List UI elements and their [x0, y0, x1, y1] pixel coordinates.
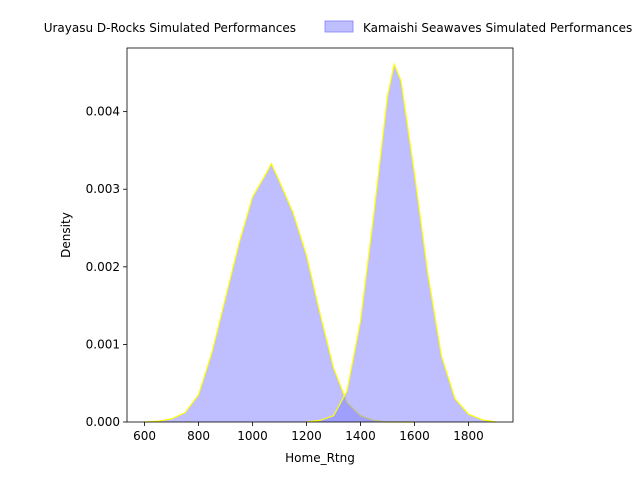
y-tick-label: 0.002 [86, 260, 120, 274]
legend-swatch-2 [324, 20, 354, 33]
legend-label-2: Kamaishi Seawaves Simulated Performances [363, 21, 632, 35]
x-tick-label: 1000 [237, 429, 268, 443]
y-axis-label: Density [59, 212, 73, 258]
x-tick-label: 1600 [399, 429, 430, 443]
y-tick-label: 0.000 [86, 415, 120, 429]
series-1-area [144, 163, 415, 422]
x-tick-label: 600 [133, 429, 156, 443]
axes-layer: 600 800 1000 1200 1400 1600 1800 0.000 0.001 0.00… [86, 47, 514, 443]
series-2-area [306, 64, 496, 423]
series-2-line [306, 62, 496, 423]
x-tick-label: 1400 [345, 429, 376, 443]
x-axis-label: Home_Rtng [285, 451, 355, 465]
legend-label-1: Urayasu D-Rocks Simulated Performances [44, 21, 296, 35]
x-tick-label: 800 [187, 429, 210, 443]
y-tick-label: 0.001 [86, 337, 120, 351]
x-tick-label: 1200 [291, 429, 322, 443]
x-tick-label: 1800 [453, 429, 484, 443]
plot-frame [126, 47, 514, 423]
y-tick-label: 0.004 [86, 105, 120, 119]
series-layer [144, 62, 496, 423]
y-tick-label: 0.003 [86, 182, 120, 196]
legend: Urayasu D-Rocks Simulated Performances Ka… [44, 20, 632, 35]
